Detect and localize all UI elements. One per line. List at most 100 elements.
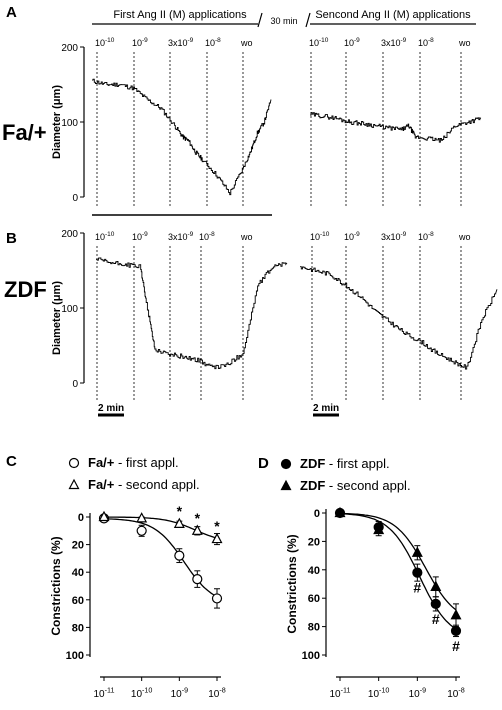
x-tick-label: 10-9: [409, 686, 427, 701]
y-tick-label: 200: [61, 43, 78, 54]
diameter-trace: [310, 112, 482, 143]
legend-label: Fa/+ - second appl.: [88, 477, 200, 492]
second-header: Sencond Ang II (M) applications: [315, 9, 471, 21]
data-point: [412, 567, 423, 578]
application-marker-label: 10-10: [309, 37, 329, 48]
significance-mark: *: [214, 518, 220, 534]
panel-b-second-trace: [300, 266, 498, 370]
y-tick-label: 0: [314, 508, 320, 520]
panel-a-y-axis: 0 100 200: [61, 43, 85, 204]
legend-label: ZDF - first appl.: [300, 456, 390, 471]
panel-letter-d: D: [258, 455, 269, 472]
y-tick-label: 100: [302, 650, 320, 662]
significance-mark: *: [195, 510, 201, 526]
panel-d-legend: ZDF - first appl. ZDF - second appl.: [280, 456, 411, 493]
fit-curve: [339, 512, 457, 611]
data-point: [211, 532, 223, 544]
significance-mark: *: [177, 503, 183, 519]
data-point: [280, 458, 292, 470]
panel-letter-b: B: [6, 230, 17, 247]
diameter-trace: [300, 266, 498, 370]
application-marker-label: 3x10-9: [381, 231, 407, 242]
row-label-zdf: ZDF: [4, 277, 47, 302]
data-point: [373, 523, 385, 535]
scale-bar-left-label: 2 min: [98, 403, 124, 414]
row-label-fa: Fa/+: [2, 120, 47, 145]
gap-break-left: [257, 12, 263, 28]
data-point: [430, 580, 442, 591]
y-tick-label: 0: [78, 512, 84, 524]
data-point: [68, 457, 80, 469]
application-marker-label: 10-8: [418, 231, 434, 242]
x-tick-label: 10-10: [368, 686, 390, 701]
application-marker-label: 10-9: [132, 231, 148, 242]
panel-letter-c: C: [6, 453, 17, 470]
data-point: [68, 478, 80, 490]
panel-b-first-trace: [96, 257, 288, 370]
y-axis-title: Constrictions (%): [49, 536, 63, 635]
application-marker-label: 10-10: [95, 231, 115, 242]
y-tick-label: 20: [308, 536, 320, 548]
panel-a-left-markers: 10-10 10-9 3x10-9 10-8 wo: [95, 37, 253, 208]
x-tick-label: 10-8: [208, 686, 226, 701]
panel-b-right-markers: 10-10 10-9 3x10-9 10-8 wo: [310, 231, 471, 402]
gap-break-right: [305, 12, 311, 28]
application-marker-label: wo: [240, 38, 253, 48]
application-marker-label: 3x10-9: [168, 37, 194, 48]
data-point: [192, 573, 203, 585]
x-tick-label: 10-11: [330, 686, 351, 701]
y-tick-label: 0: [72, 193, 78, 204]
legend-label: Fa/+ - first appl.: [88, 455, 179, 470]
x-tick-label: 10-10: [131, 686, 153, 701]
y-tick-label: 60: [308, 593, 320, 605]
data-point: [136, 525, 147, 536]
data-point: [411, 546, 423, 557]
first-header: First Ang II (M) applications: [113, 9, 247, 21]
application-marker-label: 10-8: [418, 37, 434, 48]
panel-letter-a: A: [6, 4, 17, 21]
application-marker-label: 10-9: [344, 37, 360, 48]
y-tick-label: 100: [61, 304, 78, 315]
data-point: [174, 550, 185, 561]
x-tick-label: 10-11: [94, 686, 115, 701]
application-marker-label: 3x10-9: [168, 231, 194, 242]
application-marker-label: 10-8: [205, 37, 221, 48]
x-tick-label: 10-8: [447, 686, 465, 701]
y-tick-label: 40: [72, 567, 84, 579]
significance-mark: #: [452, 638, 460, 654]
x-tick-label: 10-9: [171, 686, 189, 701]
application-marker-label: 10-10: [95, 37, 115, 48]
y-tick-label: 60: [72, 595, 84, 607]
data-point: [430, 598, 441, 609]
diameter-trace: [92, 78, 272, 196]
significance-mark: #: [432, 611, 440, 627]
data-point: [280, 479, 292, 491]
data-point: [98, 510, 110, 522]
panel-b-y-axis: 0 100 200: [61, 229, 85, 390]
diameter-trace: [96, 257, 288, 370]
y-tick-label: 80: [72, 622, 84, 634]
y-tick-label: 100: [66, 650, 84, 662]
scale-bar-right-label: 2 min: [313, 403, 339, 414]
panel-a-ylabel: Diameter (μm): [51, 85, 63, 159]
data-point: [173, 517, 185, 528]
panel-a-first-trace: [92, 78, 272, 196]
data-point: [450, 608, 462, 620]
data-point: [450, 625, 462, 636]
y-tick-label: 0: [72, 379, 78, 390]
application-marker-label: wo: [240, 232, 253, 242]
panel-a-right-markers: 10-10 10-9 3x10-9 10-8 wo: [309, 37, 471, 208]
panel-a-second-trace: [310, 112, 482, 143]
data-point: [136, 512, 148, 523]
application-marker-label: wo: [458, 38, 471, 48]
panel-b-ylabel: Diameter (μm): [51, 281, 63, 355]
y-tick-label: 20: [72, 540, 84, 552]
significance-mark: #: [413, 580, 421, 596]
y-tick-label: 100: [61, 118, 78, 129]
legend-label: ZDF - second appl.: [300, 478, 411, 493]
application-marker-label: 10-9: [344, 231, 360, 242]
application-marker-label: 10-10: [310, 231, 330, 242]
